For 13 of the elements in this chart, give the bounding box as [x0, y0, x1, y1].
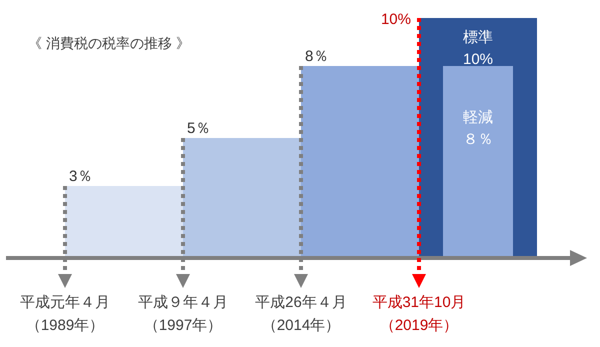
series-label: 軽減: [463, 109, 493, 126]
x-tick-label: 平成９年４月（1997年）: [138, 294, 228, 334]
x-tick-label: 平成元年４月（1989年）: [20, 294, 110, 334]
data-label: 10%: [462, 51, 494, 68]
data-label: 5％: [187, 120, 210, 137]
data-label: ８％: [463, 131, 493, 148]
x-tick-label: 平成31年10月（2019年）: [372, 294, 466, 334]
series-label: 標準: [463, 29, 493, 46]
annotation: 10%: [380, 11, 411, 28]
data-label: 3％: [69, 168, 92, 185]
text: 《 消費税の税率の推移 》: [28, 35, 190, 51]
data-label: 8％: [305, 48, 328, 65]
x-tick-label: 平成26年４月（2014年）: [255, 294, 347, 334]
